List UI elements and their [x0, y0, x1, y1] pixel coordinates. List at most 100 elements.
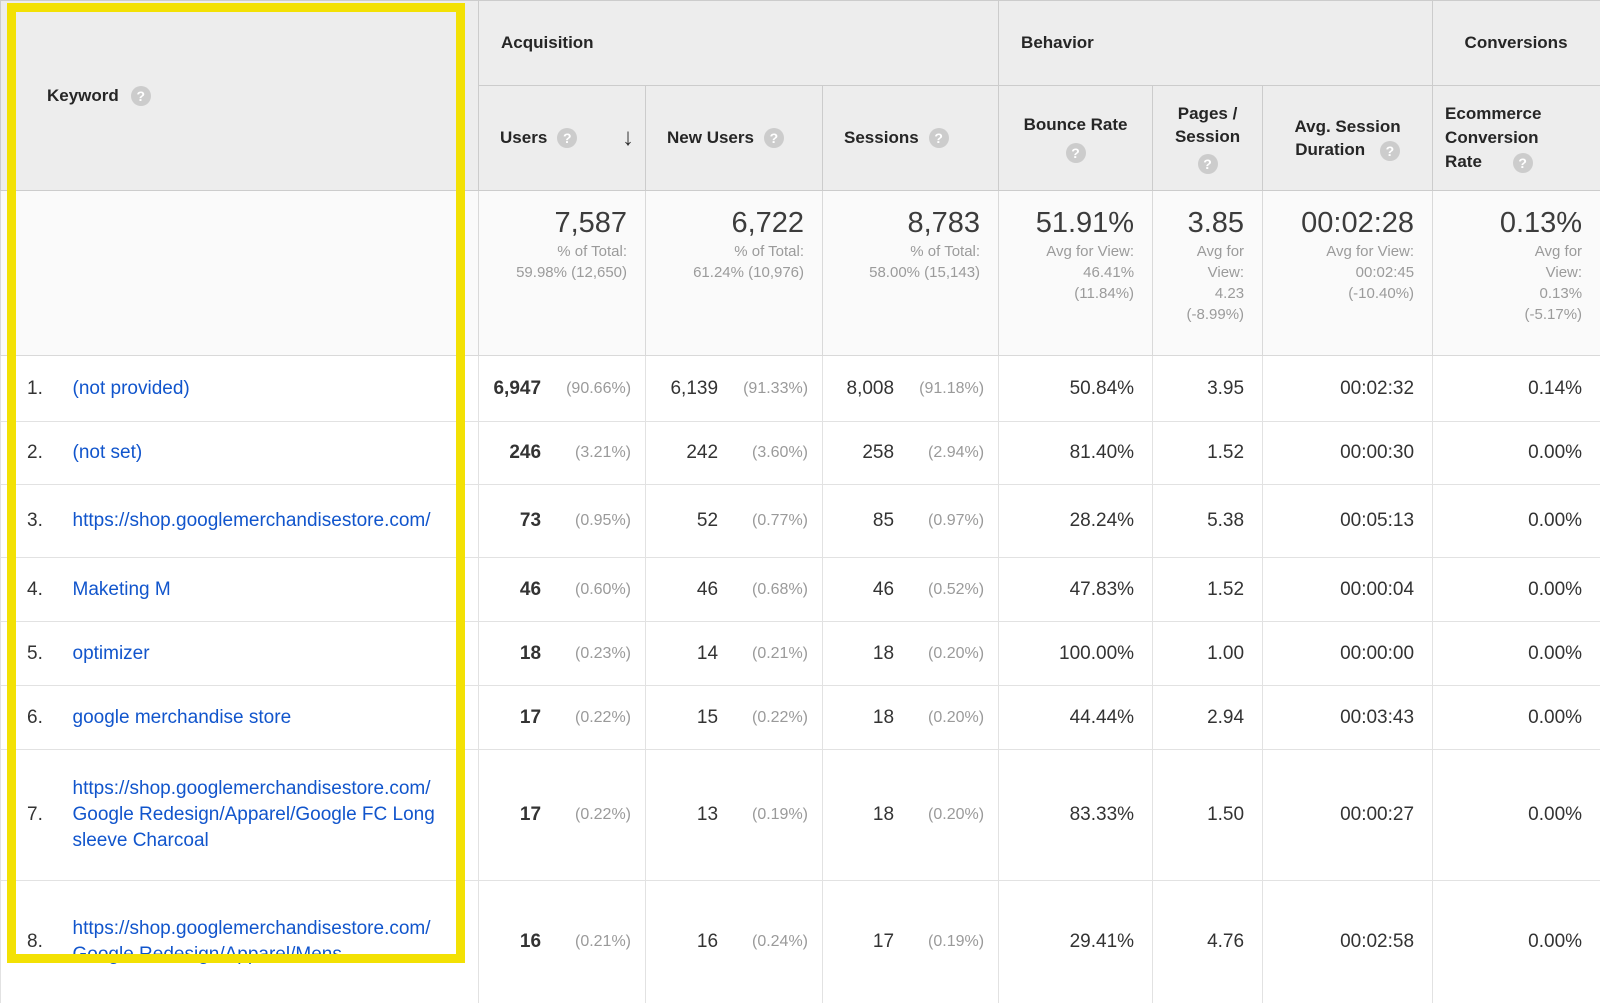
column-header-pages-session[interactable]: Pages / Session ?	[1152, 85, 1264, 191]
new-users-percent: (0.77%)	[751, 512, 809, 529]
keyword-link[interactable]: Maketing M	[72, 578, 171, 600]
table-row: 5. optimizer 18 (0.23%) 14 (0.21%) 18 (0.20…	[0, 621, 1600, 686]
users-header-label: Users	[500, 128, 548, 147]
help-icon[interactable]: ?	[557, 128, 578, 148]
table-row: 6. google merchandise store 17 (0.22%) 15…	[0, 685, 1600, 750]
column-header-sessions[interactable]: Sessions ?	[822, 85, 1000, 191]
ecom-rate-value: 0.00%	[1432, 685, 1600, 750]
summary-bounce-rate: 51.91% Avg for View: 46.41% (11.84%)	[998, 190, 1154, 356]
group-header-behavior: Behavior	[998, 0, 1434, 86]
row-rank: 2.	[0, 421, 61, 485]
column-header-bounce-rate[interactable]: Bounce Rate ?	[998, 85, 1154, 191]
pages-session-header-line2: Session	[1174, 126, 1241, 146]
group-header-acquisition: Acquisition	[478, 0, 1000, 86]
table-row: 4. Maketing M 46 (0.60%) 46 (0.68%) 46 (0.5…	[0, 557, 1600, 622]
table-row: 1. (not provided) 6,947 (90.66%) 6,139 (91…	[0, 355, 1600, 422]
row-rank: 7.	[0, 749, 61, 881]
new-users-percent: (0.19%)	[751, 806, 809, 823]
avg-duration-value: 00:00:30	[1262, 421, 1434, 485]
avg-duration-value: 00:00:00	[1262, 621, 1434, 686]
ecom-rate-value: 0.00%	[1432, 749, 1600, 881]
new-users-value: 242	[686, 442, 719, 463]
sort-descending-icon[interactable]: ↓	[622, 124, 635, 151]
users-percent: (0.60%)	[574, 580, 632, 598]
column-header-avg-session-duration[interactable]: Avg. Session Duration ?	[1262, 85, 1434, 191]
pages-session-value: 3.95	[1152, 355, 1264, 422]
keyword-link[interactable]: (not provided)	[72, 377, 190, 399]
keyword-link[interactable]: https://shop.googlemerchandisestore.com/	[72, 510, 431, 531]
keyword-link[interactable]: (not set)	[72, 442, 143, 463]
bounce-rate-value: 81.40%	[998, 421, 1154, 485]
new-users-value: 46	[696, 578, 719, 600]
new-users-value: 15	[696, 706, 719, 728]
sessions-value: 17	[872, 931, 895, 952]
sessions-value: 85	[872, 510, 895, 531]
summary-new-users: 6,722 % of Total: 61.24% (10,976)	[645, 190, 824, 356]
sessions-percent: (0.97%)	[928, 512, 985, 529]
row-rank: 5.	[0, 621, 61, 686]
users-value: 17	[519, 706, 542, 728]
users-percent: (0.95%)	[574, 512, 632, 529]
users-percent: (0.21%)	[574, 933, 632, 950]
bounce-rate-header-label: Bounce Rate	[1023, 115, 1128, 135]
table-row: 8. https://shop.googlemerchandisestore.c…	[0, 880, 1600, 1003]
column-header-ecommerce-conversion-rate[interactable]: Ecommerce Conversion Rate ?	[1432, 85, 1600, 191]
avg-duration-value: 00:05:13	[1262, 484, 1434, 558]
bounce-rate-value: 28.24%	[998, 484, 1154, 558]
keyword-link[interactable]: https://shop.googlemerchandisestore.com/…	[72, 778, 435, 851]
summary-users: 7,587 % of Total: 59.98% (12,650)	[478, 190, 647, 356]
new-users-value: 52	[696, 510, 719, 531]
users-value: 6,947	[493, 377, 542, 399]
ecom-rate-value: 0.00%	[1432, 484, 1600, 558]
avg-duration-value: 00:00:04	[1262, 557, 1434, 622]
help-icon[interactable]: ?	[1065, 142, 1086, 163]
pages-session-value: 1.00	[1152, 621, 1264, 686]
keyword-link[interactable]: google merchandise store	[72, 706, 292, 728]
row-rank: 8.	[0, 880, 61, 1003]
users-value: 246	[509, 442, 542, 463]
table-row: 7. https://shop.googlemerchandisestore.c…	[0, 749, 1600, 881]
avg-duration-value: 00:02:32	[1262, 355, 1434, 422]
avg-session-header-line2: Duration	[1295, 140, 1366, 159]
help-icon[interactable]: ?	[928, 128, 949, 148]
ecom-rate-value: 0.00%	[1432, 621, 1600, 686]
ecom-header-line2: Conversion	[1445, 128, 1539, 147]
column-header-new-users[interactable]: New Users ?	[645, 85, 824, 191]
row-rank: 6.	[0, 685, 61, 750]
new-users-value: 6,139	[670, 377, 719, 399]
users-percent: (0.22%)	[574, 708, 632, 726]
bounce-rate-value: 50.84%	[998, 355, 1154, 422]
summary-avg-session-duration: 00:02:28 Avg for View: 00:02:45 (-10.40%…	[1262, 190, 1434, 356]
keyword-link[interactable]: optimizer	[72, 642, 150, 664]
ecom-rate-value: 0.00%	[1432, 557, 1600, 622]
column-header-users[interactable]: Users ? ↓	[478, 85, 647, 191]
avg-duration-value: 00:02:58	[1262, 880, 1434, 1003]
table-row: 2. (not set) 246 (3.21%) 242 (3.60%) 258 (2…	[0, 421, 1600, 485]
sessions-percent: (0.52%)	[928, 580, 985, 598]
sessions-percent: (0.20%)	[928, 644, 985, 662]
ecom-header-line1: Ecommerce	[1445, 104, 1542, 123]
help-icon[interactable]: ?	[1197, 154, 1218, 175]
sessions-value: 18	[872, 706, 895, 728]
help-icon[interactable]: ?	[763, 128, 784, 148]
sessions-percent: (0.20%)	[928, 806, 985, 823]
pages-session-header-line1: Pages /	[1177, 103, 1238, 123]
bounce-rate-value: 29.41%	[998, 880, 1154, 1003]
help-icon[interactable]: ?	[1512, 152, 1533, 173]
keyword-link[interactable]: https://shop.googlemerchandisestore.com/…	[72, 918, 431, 965]
pages-session-value: 1.52	[1152, 557, 1264, 622]
column-header-keyword[interactable]: Keyword ?	[0, 0, 480, 191]
help-icon[interactable]: ?	[1379, 140, 1400, 161]
ecom-rate-value: 0.00%	[1432, 421, 1600, 485]
summary-row: 7,587 % of Total: 59.98% (12,650) 6,722 …	[0, 190, 1600, 356]
sessions-percent: (2.94%)	[928, 444, 985, 461]
users-percent: (0.23%)	[574, 644, 632, 662]
keyword-header-label: Keyword	[47, 85, 119, 105]
sessions-header-label: Sessions	[844, 128, 919, 147]
new-users-percent: (0.24%)	[751, 933, 809, 950]
summary-sessions: 8,783 % of Total: 58.00% (15,143)	[822, 190, 1000, 356]
help-icon[interactable]: ?	[130, 85, 151, 106]
users-percent: (3.21%)	[574, 444, 632, 461]
